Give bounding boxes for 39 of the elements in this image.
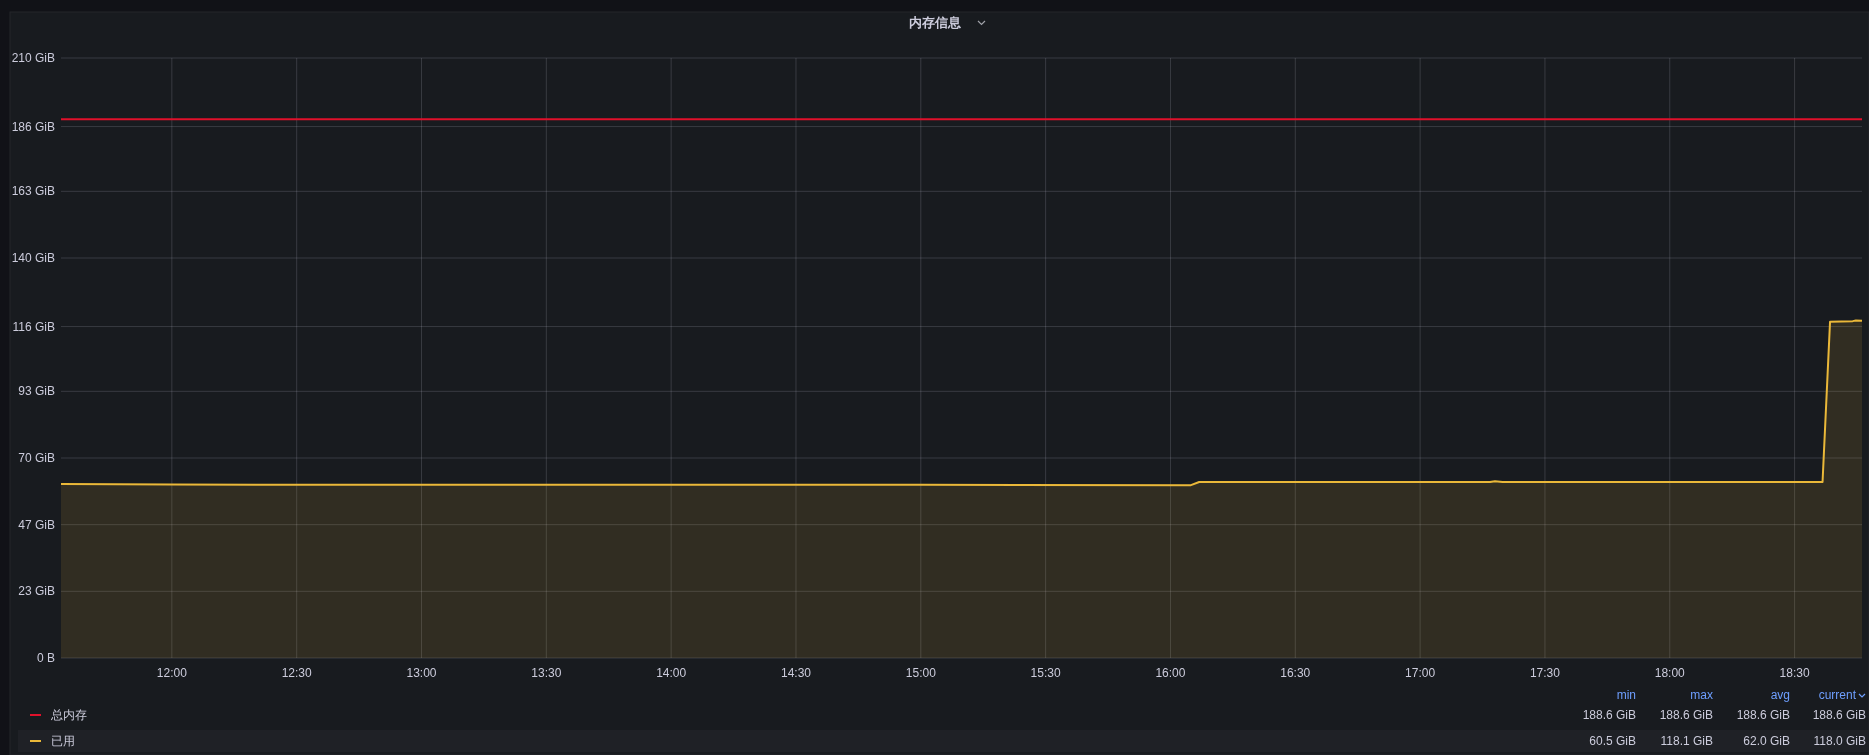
text: 62.0 GiB [1743, 734, 1790, 748]
y-tick-label: 116 GiB [12, 319, 55, 334]
text: 60.5 GiB [1589, 734, 1636, 748]
x-tick-label: 16:30 [1280, 666, 1311, 680]
text: 188.6 GiB [1812, 708, 1866, 722]
x-tick-label: 17:30 [1529, 666, 1561, 680]
legend-label: 总内存 [50, 708, 87, 722]
y-tick-label: 0 B [36, 651, 55, 665]
text: min [1616, 688, 1636, 702]
y-tick-label: 47 GiB [18, 517, 55, 532]
y-tick-label: 140 GiB [11, 251, 55, 265]
y-tick-label: 186 GiB [11, 119, 55, 134]
x-tick-label: 13:30 [531, 666, 562, 680]
text: max [1690, 688, 1713, 702]
y-tick-label: 163 GiB [11, 184, 55, 199]
text: 188.6 GiB [1736, 708, 1790, 722]
x-tick-label: 15:00 [905, 666, 937, 680]
x-tick-label: 14:00 [656, 666, 687, 680]
x-tick-label: 16:00 [1155, 666, 1186, 680]
x-tick-label: 13:00 [406, 666, 437, 680]
x-tick-label: 15:30 [1030, 666, 1061, 680]
y-tick-label: 70 GiB [18, 451, 55, 465]
text: 118.1 GiB [1660, 734, 1713, 748]
title: 内存信息 [909, 15, 961, 30]
text: avg [1770, 688, 1790, 702]
x-tick-label: 18:00 [1654, 666, 1686, 680]
x-tick-label: 12:00 [156, 666, 188, 680]
legend-label: 已用 [51, 734, 75, 748]
y-tick-label: 210 GiB [11, 51, 55, 65]
x-tick-label: 17:00 [1405, 666, 1436, 680]
x-tick-label: 12:30 [281, 666, 313, 680]
x-tick-label: 18:30 [1779, 666, 1810, 680]
y-tick-label: 93 GiB [18, 384, 55, 399]
text: 188.6 GiB [1659, 708, 1713, 722]
text: 118.0 GiB [1813, 734, 1866, 748]
text: current [1818, 688, 1857, 702]
text: 188.6 GiB [1582, 708, 1636, 722]
x-tick-label: 14:30 [780, 666, 812, 680]
y-tick-label: 23 GiB [18, 584, 55, 599]
